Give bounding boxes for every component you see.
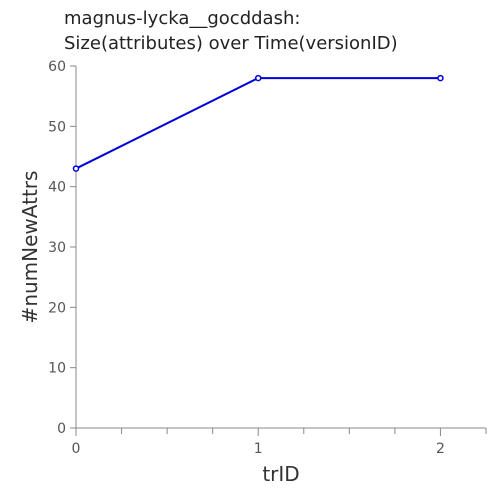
y-tick-label: 20 [48,300,66,316]
chart-title: magnus-lycka__gocddash: Size(attributes)… [64,6,398,56]
data-point [437,74,444,82]
y-axis-label: #numNewAttrs [18,171,42,324]
data-point [72,165,80,172]
data-point [254,74,262,82]
y-tick-label: 30 [48,240,66,256]
x-tick-label: 1 [254,441,263,457]
x-tick-label: 2 [436,441,445,457]
x-tick-label: 0 [72,441,81,457]
series-line [72,74,444,172]
series-line-path [75,77,441,170]
chart-title-line-2: Size(attributes) over Time(versionID) [64,33,398,54]
y-axis-ticks: 0 10 20 30 40 50 60 [48,59,76,437]
y-tick-label: 10 [48,361,66,377]
chart-title-line-1: magnus-lycka__gocddash: [64,8,301,29]
x-axis-label: trID [262,462,299,486]
y-tick-label: 0 [57,421,66,437]
plot-area: 0 10 20 30 40 50 60 0 1 2 [48,59,487,457]
y-tick-label: 50 [48,119,66,135]
y-tick-label: 60 [48,59,66,75]
x-axis-ticks: 0 1 2 [72,428,487,457]
y-tick-label: 40 [48,180,66,196]
